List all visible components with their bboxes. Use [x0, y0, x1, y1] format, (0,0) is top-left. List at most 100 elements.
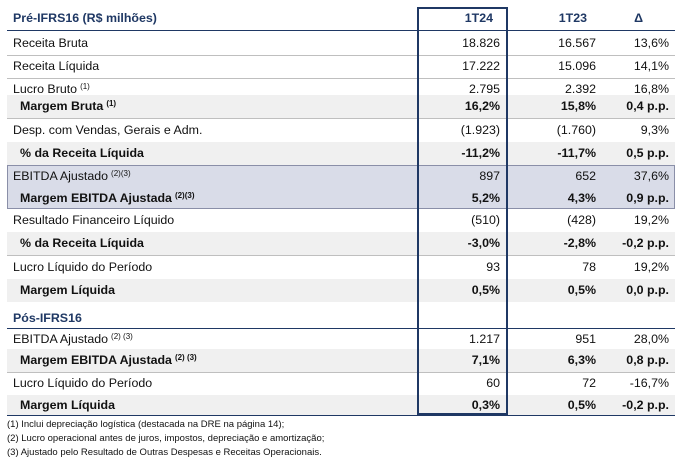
cell-delta: -0,2 p.p.: [622, 398, 669, 412]
cell-1t23: (1.760): [556, 123, 596, 137]
row-label: EBITDA Ajustado (2) (3): [13, 332, 133, 346]
cell-1t24: 0,5%: [471, 283, 500, 297]
cell-delta: 37,6%: [633, 169, 669, 183]
row-label: % da Receita Líquida: [20, 146, 144, 160]
cell-delta: 28,0%: [633, 332, 669, 346]
cell-1t24: (1.923): [460, 123, 500, 137]
cell-1t23: (428): [567, 213, 596, 227]
cell-1t23: 0,5%: [567, 283, 596, 297]
cell-delta: 0,4 p.p.: [626, 99, 669, 113]
row-label: Margem EBITDA Ajustada (2)(3): [20, 191, 195, 205]
table-row: % da Receita Líquida -11,2% -11,7% 0,5 p…: [7, 142, 675, 165]
cell-delta: -16,7%: [629, 376, 669, 390]
footnotes: (1) Inclui depreciação logística (destac…: [7, 418, 324, 460]
footnote-ref: (1): [106, 99, 117, 108]
table-row: Margem Bruta (1) 16,2% 15,8% 0,4 p.p.: [7, 95, 675, 118]
col-header-1t23: 1T23: [558, 11, 587, 25]
cell-1t24: (510): [471, 213, 500, 227]
cell-1t23: 0,5%: [567, 398, 596, 412]
cell-1t23: 951: [575, 332, 596, 346]
cell-delta: 14,1%: [633, 59, 669, 73]
cell-delta: 0,9 p.p.: [626, 191, 669, 205]
row-label: Lucro Líquido do Período: [13, 376, 153, 390]
row-divider: [7, 372, 675, 373]
table-row: % da Receita Líquida -3,0% -2,8% -0,2 p.…: [7, 232, 675, 255]
row-label: Receita Bruta: [13, 36, 89, 50]
table-bottom-border: [7, 415, 675, 416]
cell-1t23: -2,8%: [563, 236, 596, 250]
table-row: Margem Líquida 0,3% 0,5% -0,2 p.p.: [7, 395, 675, 415]
cell-1t23: 78: [582, 260, 596, 274]
cell-1t23: 6,3%: [567, 353, 596, 367]
row-divider: [7, 118, 675, 119]
footnote-ref: (2) (3): [111, 332, 133, 341]
footnote: (1) Inclui depreciação logística (destac…: [7, 419, 285, 430]
row-label: Lucro Bruto (1): [13, 82, 90, 96]
row-label: Margem EBITDA Ajustada (2) (3): [20, 353, 197, 367]
row-divider: [7, 78, 675, 79]
table-row: EBITDA Ajustado (2) (3) 1.217 951 28,0%: [7, 328, 675, 351]
table-row: Resultado Financeiro Líquido (510) (428)…: [7, 209, 675, 232]
table-row: Margem EBITDA Ajustada (2) (3) 7,1% 6,3% …: [7, 349, 675, 372]
cell-1t24: -3,0%: [467, 236, 500, 250]
cell-delta: 0,0 p.p.: [626, 283, 669, 297]
footnote: (3) Ajustado pelo Resultado de Outras De…: [7, 447, 322, 458]
footnote-ref: (2)(3): [111, 169, 131, 178]
cell-delta: 0,5 p.p.: [626, 146, 669, 160]
section-divider: [7, 328, 675, 329]
row-label: % da Receita Líquida: [20, 236, 144, 250]
cell-1t24: 17.222: [462, 59, 500, 73]
table-row: Receita Líquida 17.222 15.096 14,1%: [7, 55, 675, 78]
cell-delta: 13,6%: [633, 36, 669, 50]
cell-1t24: 16,2%: [464, 99, 500, 113]
table-row: Receita Bruta 18.826 16.567 13,6%: [7, 32, 675, 55]
row-label: Margem Líquida: [20, 398, 116, 412]
footnote-ref: (2) (3): [174, 353, 197, 362]
table-header: Pré-IFRS16 (R$ milhões) 1T24 1T23 Δ: [7, 7, 675, 30]
cell-1t24: 93: [486, 260, 500, 274]
table-row: EBITDA Ajustado (2)(3) 897 652 37,6%: [7, 165, 675, 187]
cell-delta: -0,2 p.p.: [622, 236, 669, 250]
cell-1t23: 15,8%: [560, 99, 596, 113]
table-title: Pré-IFRS16 (R$ milhões): [13, 11, 157, 25]
footnote-ref: (1): [80, 82, 90, 91]
row-label: EBITDA Ajustado (2)(3): [13, 169, 131, 183]
row-divider: [7, 55, 675, 56]
section-title-pos-ifrs16: Pós-IFRS16: [13, 311, 82, 325]
cell-delta: 19,2%: [633, 213, 669, 227]
table-row: Margem Líquida 0,5% 0,5% 0,0 p.p.: [7, 279, 675, 302]
cell-delta: 0,8 p.p.: [626, 353, 669, 367]
header-divider: [7, 30, 675, 31]
row-label: Desp. com Vendas, Gerais e Adm.: [13, 123, 203, 137]
row-label: Resultado Financeiro Líquido: [13, 213, 175, 227]
cell-1t24: 7,1%: [471, 353, 500, 367]
cell-1t23: 72: [582, 376, 596, 390]
cell-1t23: -11,7%: [557, 146, 596, 160]
footnote-ref: (2)(3): [174, 191, 195, 200]
footnote: (2) Lucro operacional antes de juros, im…: [7, 433, 325, 444]
row-label: Margem Líquida: [20, 283, 116, 297]
cell-1t24: -11,2%: [461, 146, 500, 160]
row-label: Receita Líquida: [13, 59, 100, 73]
row-label: Lucro Líquido do Período: [13, 260, 153, 274]
row-divider: [7, 255, 675, 256]
cell-1t24: 1.217: [468, 332, 500, 346]
table-row: Lucro Bruto (1) 2.795 2.392 16,8%: [7, 78, 675, 101]
cell-1t23: 652: [575, 169, 596, 183]
cell-delta: 9,3%: [640, 123, 669, 137]
cell-delta: 19,2%: [633, 260, 669, 274]
col-header-delta: Δ: [634, 11, 643, 25]
table-row: Lucro Líquido do Período 93 78 19,2%: [7, 256, 675, 279]
cell-1t24: 0,3%: [471, 398, 500, 412]
table-row: Margem EBITDA Ajustada (2)(3) 5,2% 4,3% 0…: [7, 187, 675, 209]
cell-delta: 16,8%: [633, 82, 669, 96]
table-row: Desp. com Vendas, Gerais e Adm. (1.923) …: [7, 119, 675, 142]
cell-1t24: 5,2%: [471, 191, 500, 205]
cell-1t23: 15.096: [558, 59, 596, 73]
row-label: Margem Bruta (1): [20, 99, 117, 113]
cell-1t24: 897: [479, 169, 500, 183]
cell-1t23: 2.392: [564, 82, 596, 96]
cell-1t23: 16.567: [558, 36, 596, 50]
cell-1t23: 4,3%: [567, 191, 596, 205]
cell-1t24: 18.826: [462, 36, 500, 50]
